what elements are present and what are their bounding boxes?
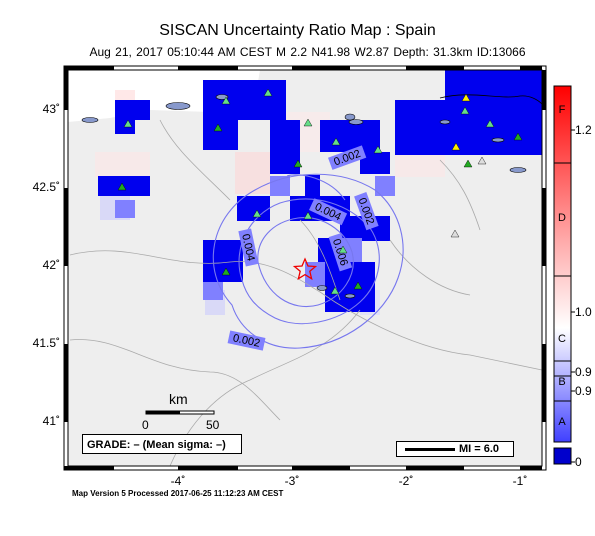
stations (117, 88, 523, 295)
colorbar-tick: 0.9 (575, 365, 592, 379)
colorbar-tick: 0.9 (575, 384, 592, 398)
colorbar-tick: 1.2 (575, 123, 592, 137)
colorbar-tick: 0 (575, 455, 582, 469)
station-triangle (477, 156, 487, 165)
station-triangle (293, 159, 303, 168)
lon-tick: -3˚ (284, 474, 300, 488)
station-triangle (330, 286, 340, 295)
grade-letter: D (558, 212, 566, 224)
mi-label: MI = 6.0 (459, 443, 500, 455)
mi-line (405, 448, 455, 451)
mi-legend: MI = 6.0 (396, 441, 514, 457)
station-triangle (123, 119, 133, 128)
lat-tick: 42.5˚ (32, 180, 60, 194)
lat-tick: 42˚ (42, 258, 60, 272)
lat-tick: 41˚ (42, 414, 60, 428)
station-triangle (460, 106, 470, 115)
station-triangle (303, 211, 313, 220)
station-triangle (373, 145, 383, 154)
footer-version: Map Version 5 Processed 2017-06-25 11:12… (72, 489, 284, 498)
scale-bar (145, 410, 215, 415)
station-triangle (451, 142, 461, 151)
colorbar (553, 85, 575, 465)
station-triangle (450, 229, 460, 238)
scale-title: km (169, 391, 188, 407)
lat-tick: 43˚ (42, 102, 60, 116)
station-triangle (263, 88, 273, 97)
station-triangle (353, 281, 363, 290)
lon-tick: -4˚ (170, 474, 186, 488)
station-triangle (221, 96, 231, 105)
station-triangle (221, 267, 231, 276)
map-title: SISCAN Uncertainty Ratio Map : Spain (159, 22, 436, 39)
station-triangle (461, 93, 471, 102)
station-triangle (513, 132, 523, 141)
contour-label: 0.004 (239, 233, 256, 262)
lon-tick: -2˚ (398, 474, 414, 488)
station-triangle (117, 182, 127, 191)
event-info: Aug 21, 2017 05:10:44 AM CEST M 2.2 N41.… (89, 45, 526, 59)
grade-letter: C (558, 333, 566, 345)
border (439, 94, 543, 105)
scale-start: 0 (142, 418, 149, 432)
station-triangle (338, 245, 348, 254)
colorbar-tick: 1.0 (575, 305, 592, 319)
grade-letter: A (558, 416, 566, 428)
star-icon (292, 257, 318, 281)
station-triangle (331, 137, 341, 146)
station-triangle (463, 159, 473, 168)
lon-tick: -1˚ (512, 474, 528, 488)
station-triangle (252, 209, 262, 218)
lakes (81, 94, 527, 299)
station-triangle (213, 123, 223, 132)
station-triangle (303, 118, 313, 127)
rivers (69, 119, 543, 467)
contours (212, 173, 404, 349)
station-triangle (485, 119, 495, 128)
grade-box: GRADE: – (Mean sigma: –) (82, 434, 242, 454)
lat-tick: 41.5˚ (32, 336, 60, 350)
map-frame (63, 65, 547, 471)
grade-letter: F (558, 104, 566, 116)
scale-end: 50 (206, 418, 220, 432)
grade-letter: B (558, 376, 566, 388)
contour-label: 0.002 (232, 332, 261, 349)
